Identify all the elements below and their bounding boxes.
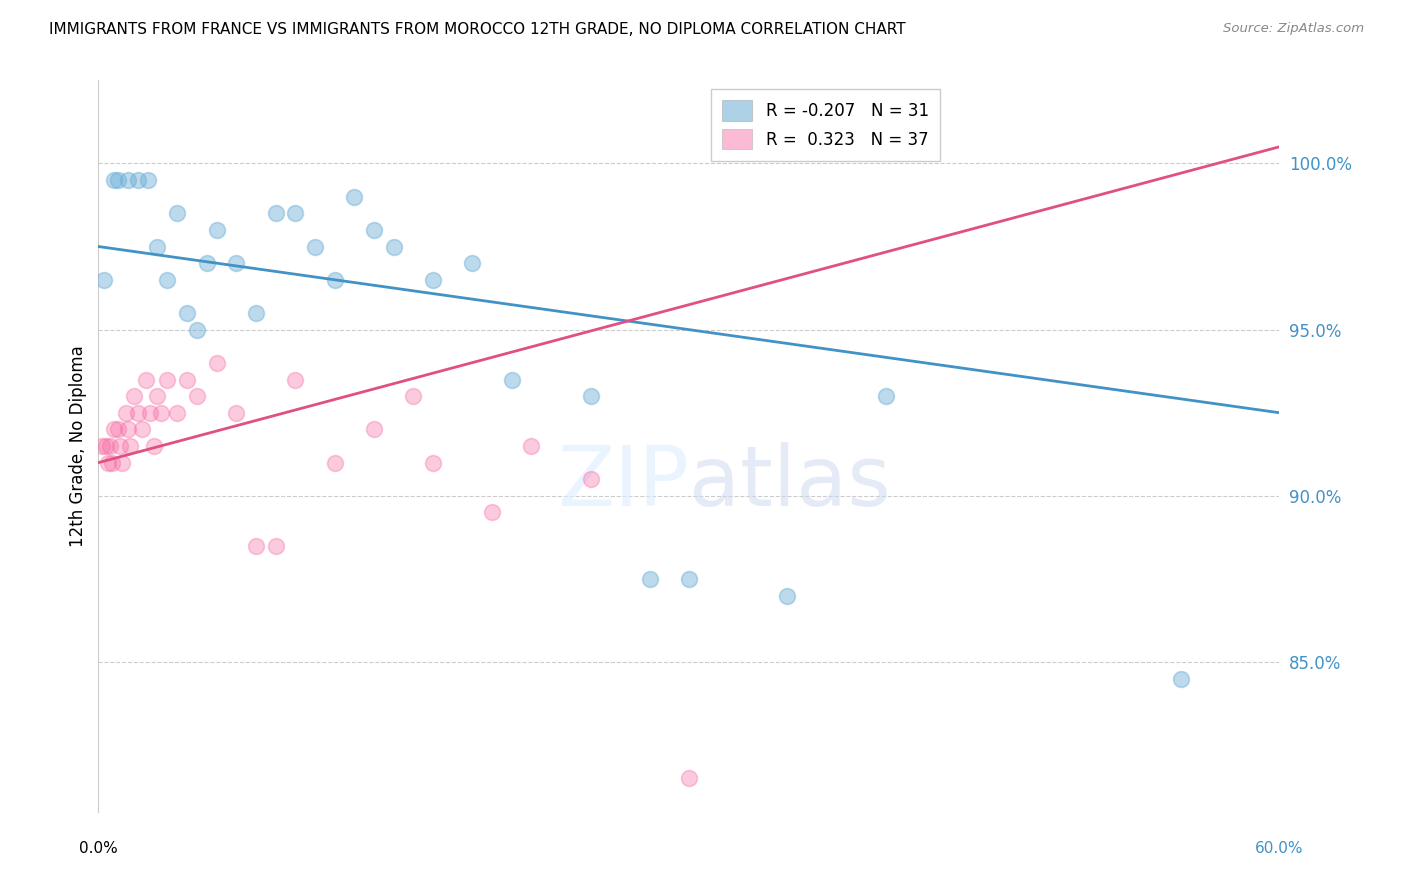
Immigrants from Morocco <box>205 356 228 370</box>
Immigrants from France <box>501 372 523 386</box>
Immigrants from France <box>245 306 267 320</box>
Immigrants from France <box>875 389 897 403</box>
Immigrants from France <box>304 239 326 253</box>
Text: ZIP: ZIP <box>557 442 689 523</box>
Immigrants from France <box>225 256 247 270</box>
Immigrants from France <box>146 239 169 253</box>
Immigrants from Morocco <box>101 456 124 470</box>
Immigrants from Morocco <box>103 422 125 436</box>
Immigrants from France <box>107 173 129 187</box>
Immigrants from France <box>579 389 602 403</box>
Immigrants from Morocco <box>264 539 287 553</box>
Immigrants from France <box>156 273 179 287</box>
Text: atlas: atlas <box>689 442 890 523</box>
Immigrants from France <box>461 256 484 270</box>
Immigrants from Morocco <box>284 372 307 386</box>
Immigrants from Morocco <box>142 439 165 453</box>
Y-axis label: 12th Grade, No Diploma: 12th Grade, No Diploma <box>69 345 87 547</box>
Immigrants from Morocco <box>96 439 118 453</box>
Legend: R = -0.207   N = 31, R =  0.323   N = 37: R = -0.207 N = 31, R = 0.323 N = 37 <box>710 88 941 161</box>
Immigrants from Morocco <box>122 389 145 403</box>
Immigrants from France <box>264 206 287 220</box>
Immigrants from France <box>1170 672 1192 686</box>
Text: IMMIGRANTS FROM FRANCE VS IMMIGRANTS FROM MOROCCO 12TH GRADE, NO DIPLOMA CORRELA: IMMIGRANTS FROM FRANCE VS IMMIGRANTS FRO… <box>49 22 905 37</box>
Immigrants from Morocco <box>156 372 179 386</box>
Immigrants from France <box>93 273 115 287</box>
Immigrants from Morocco <box>323 456 346 470</box>
Immigrants from France <box>176 306 198 320</box>
Immigrants from France <box>195 256 218 270</box>
Immigrants from Morocco <box>107 422 129 436</box>
Immigrants from France <box>343 189 366 203</box>
Immigrants from Morocco <box>150 406 173 420</box>
Immigrants from France <box>166 206 188 220</box>
Immigrants from Morocco <box>146 389 169 403</box>
Immigrants from France <box>127 173 149 187</box>
Immigrants from Morocco <box>579 472 602 486</box>
Immigrants from France <box>678 572 700 586</box>
Immigrants from Morocco <box>108 439 131 453</box>
Immigrants from France <box>117 173 139 187</box>
Immigrants from France <box>205 223 228 237</box>
Immigrants from Morocco <box>245 539 267 553</box>
Immigrants from France <box>422 273 444 287</box>
Immigrants from Morocco <box>678 772 700 786</box>
Immigrants from Morocco <box>176 372 198 386</box>
Immigrants from Morocco <box>127 406 149 420</box>
Immigrants from Morocco <box>186 389 208 403</box>
Text: 0.0%: 0.0% <box>79 841 118 856</box>
Immigrants from Morocco <box>98 439 121 453</box>
Immigrants from France <box>323 273 346 287</box>
Immigrants from Morocco <box>97 456 120 470</box>
Immigrants from Morocco <box>135 372 157 386</box>
Immigrants from Morocco <box>166 406 188 420</box>
Immigrants from Morocco <box>520 439 543 453</box>
Immigrants from France <box>103 173 125 187</box>
Immigrants from Morocco <box>138 406 160 420</box>
Immigrants from Morocco <box>131 422 153 436</box>
Immigrants from Morocco <box>481 506 503 520</box>
Immigrants from Morocco <box>402 389 425 403</box>
Text: Source: ZipAtlas.com: Source: ZipAtlas.com <box>1223 22 1364 36</box>
Immigrants from France <box>186 323 208 337</box>
Immigrants from Morocco <box>115 406 138 420</box>
Immigrants from Morocco <box>117 422 139 436</box>
Text: 60.0%: 60.0% <box>1256 841 1303 856</box>
Immigrants from France <box>136 173 159 187</box>
Immigrants from France <box>284 206 307 220</box>
Immigrants from Morocco <box>225 406 247 420</box>
Immigrants from Morocco <box>111 456 134 470</box>
Immigrants from Morocco <box>118 439 141 453</box>
Immigrants from France <box>776 589 799 603</box>
Immigrants from Morocco <box>91 439 114 453</box>
Immigrants from Morocco <box>422 456 444 470</box>
Immigrants from France <box>638 572 661 586</box>
Immigrants from Morocco <box>363 422 385 436</box>
Immigrants from France <box>382 239 405 253</box>
Immigrants from France <box>363 223 385 237</box>
